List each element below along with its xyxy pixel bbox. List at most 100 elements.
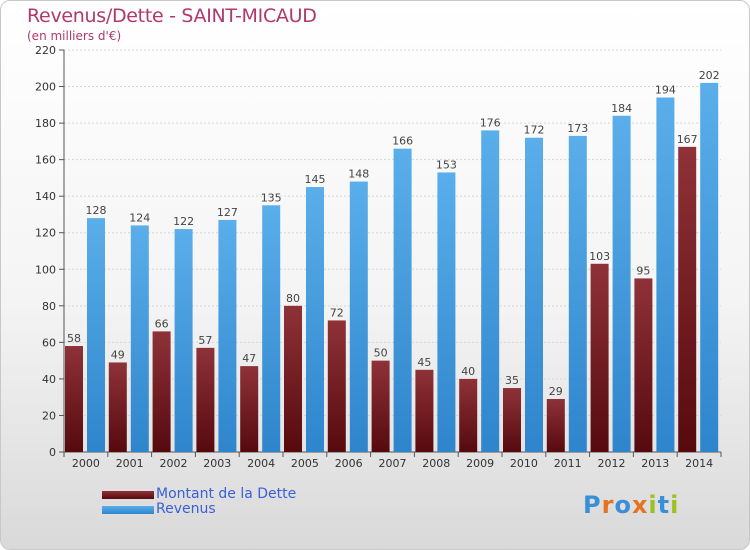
data-label-revenus: 135 (261, 191, 282, 204)
axes: 0 20 40 60 80 100 120 140 160 180 200 220 2000 2001 20… (35, 44, 722, 470)
y-tick-label: 20 (42, 409, 56, 422)
data-label-dette: 58 (67, 332, 81, 345)
bar-dette (678, 146, 697, 452)
data-label-revenus: 128 (86, 204, 107, 217)
data-label-dette: 72 (330, 306, 344, 319)
data-label-dette: 66 (155, 317, 169, 330)
bar-dette (503, 388, 521, 452)
x-tick-label: 2005 (291, 457, 319, 470)
bar-dette (108, 362, 127, 452)
data-label-dette: 80 (286, 292, 300, 305)
y-tick-label: 100 (35, 263, 56, 276)
data-label-revenus: 153 (436, 158, 457, 171)
bar-revenus (612, 115, 631, 453)
legend-swatch-dette (102, 491, 154, 499)
legend-label-revenus: Revenus (156, 501, 216, 517)
x-tick-label: 2001 (116, 457, 144, 470)
data-label-dette: 40 (461, 365, 475, 378)
data-label-dette: 29 (549, 385, 563, 398)
data-label-revenus: 127 (217, 206, 238, 219)
logo-letter: o (614, 491, 632, 519)
bar-dette (196, 347, 215, 452)
bar-revenus (568, 135, 587, 452)
x-tick-label: 2013 (641, 457, 669, 470)
bars (65, 82, 719, 453)
y-tick-label: 200 (35, 81, 56, 94)
data-label-revenus: 148 (348, 168, 369, 181)
data-label-dette: 167 (677, 133, 698, 146)
data-label-dette: 35 (505, 374, 519, 387)
data-label-revenus: 173 (567, 122, 588, 135)
data-label-revenus: 172 (524, 124, 545, 137)
logo-letter: i (670, 491, 680, 519)
data-label-revenus: 194 (655, 84, 676, 97)
y-tick-label: 40 (42, 373, 56, 386)
bar-revenus (525, 137, 543, 452)
bar-revenus (656, 97, 675, 452)
chart-title: Revenus/Dette - SAINT-MICAUD (27, 5, 317, 27)
data-label-revenus: 176 (480, 116, 501, 129)
bar-revenus (87, 218, 105, 452)
bar-dette (327, 320, 346, 452)
bar-dette (240, 366, 259, 452)
data-labels: 58 128 49 124 66 122 57 127 47 135 80 145 72 148 50 166… (67, 69, 720, 398)
logo-letter: x (631, 491, 649, 519)
y-tick-label: 140 (35, 190, 56, 203)
data-label-revenus: 166 (392, 135, 413, 148)
bar-revenus (481, 130, 500, 452)
data-label-revenus: 145 (305, 173, 326, 186)
bar-dette (459, 378, 478, 452)
data-label-dette: 45 (417, 356, 431, 369)
data-label-dette: 49 (111, 348, 125, 361)
legend-label-dette: Montant de la Dette (156, 486, 297, 502)
x-tick-label: 2003 (203, 457, 231, 470)
bar-revenus (437, 172, 456, 452)
bar-revenus (218, 219, 237, 452)
x-tick-label: 2002 (160, 457, 188, 470)
x-tick-label: 2004 (247, 457, 275, 470)
grid-lines (64, 49, 721, 416)
x-tick-label: 2007 (379, 457, 407, 470)
chart-subtitle: (en milliers d'€) (27, 29, 122, 43)
bar-dette (65, 346, 83, 452)
data-label-revenus: 122 (173, 215, 194, 228)
data-label-dette: 47 (242, 352, 256, 365)
data-label-revenus: 184 (611, 102, 632, 115)
data-label-revenus: 202 (699, 69, 720, 82)
data-label-dette: 57 (198, 334, 212, 347)
data-label-revenus: 124 (129, 211, 150, 224)
x-tick-label: 2000 (72, 457, 100, 470)
data-label-dette: 103 (589, 250, 610, 263)
data-label-dette: 95 (636, 264, 650, 277)
x-tick-label: 2009 (466, 457, 494, 470)
x-tick-label: 2010 (510, 457, 538, 470)
bar-dette (415, 369, 434, 452)
data-label-dette: 50 (374, 347, 388, 360)
bar-dette (546, 399, 565, 452)
logo-letter: P (583, 491, 602, 519)
y-tick-label: 0 (49, 446, 56, 459)
y-tick-label: 160 (35, 154, 56, 167)
proxiti-logo: Proxiti (583, 491, 679, 519)
logo-letter: r (601, 491, 615, 519)
y-tick-label: 80 (42, 300, 56, 313)
bar-dette (371, 360, 390, 452)
bar-dette (634, 278, 653, 452)
bar-dette (284, 305, 302, 452)
x-tick-label: 2008 (422, 457, 450, 470)
bar-revenus (700, 82, 719, 453)
y-tick-label: 120 (35, 227, 56, 240)
bar-revenus (262, 205, 281, 452)
bar-dette (590, 263, 609, 452)
y-tick-label: 60 (42, 336, 56, 349)
y-tick-label: 220 (35, 44, 56, 57)
bar-revenus (306, 187, 324, 452)
y-tick-label: 180 (35, 117, 56, 130)
bar-revenus (130, 225, 149, 452)
bar-revenus (174, 229, 193, 452)
x-tick-label: 2014 (685, 457, 713, 470)
x-tick-label: 2006 (335, 457, 363, 470)
logo-letter: t (657, 491, 671, 519)
x-tick-label: 2011 (554, 457, 582, 470)
